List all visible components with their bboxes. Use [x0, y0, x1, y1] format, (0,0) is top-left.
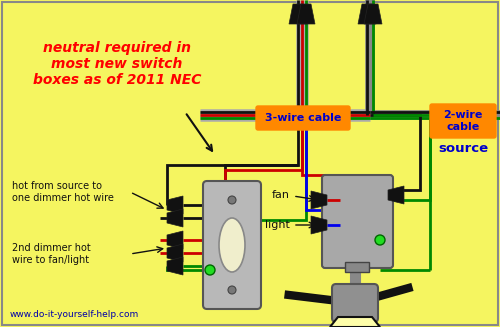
- Text: 2nd dimmer hot
wire to fan/light: 2nd dimmer hot wire to fan/light: [12, 243, 91, 265]
- FancyBboxPatch shape: [322, 175, 393, 268]
- Polygon shape: [297, 4, 315, 24]
- Polygon shape: [167, 244, 183, 262]
- Text: hot from source to
one dimmer hot wire: hot from source to one dimmer hot wire: [12, 181, 114, 203]
- Circle shape: [375, 235, 385, 245]
- Polygon shape: [167, 209, 183, 227]
- Polygon shape: [388, 186, 404, 204]
- Text: fan: fan: [272, 190, 290, 200]
- Polygon shape: [289, 4, 307, 24]
- Text: 2-wire
cable: 2-wire cable: [444, 110, 482, 132]
- FancyBboxPatch shape: [203, 181, 261, 309]
- Polygon shape: [167, 231, 183, 249]
- Polygon shape: [167, 196, 183, 214]
- Polygon shape: [167, 257, 183, 275]
- Text: light: light: [265, 220, 290, 230]
- FancyBboxPatch shape: [332, 284, 378, 322]
- Polygon shape: [358, 4, 376, 24]
- FancyBboxPatch shape: [256, 106, 350, 130]
- Text: 3-wire cable: 3-wire cable: [265, 113, 341, 123]
- Circle shape: [205, 265, 215, 275]
- Text: neutral required in
most new switch
boxes as of 2011 NEC: neutral required in most new switch boxe…: [33, 41, 201, 87]
- Polygon shape: [364, 4, 382, 24]
- Circle shape: [228, 286, 236, 294]
- Polygon shape: [311, 216, 327, 234]
- Ellipse shape: [219, 218, 245, 272]
- Text: source: source: [438, 142, 488, 154]
- Text: www.do-it-yourself-help.com: www.do-it-yourself-help.com: [10, 310, 139, 319]
- Polygon shape: [330, 317, 380, 327]
- Bar: [345, 262, 369, 272]
- FancyBboxPatch shape: [430, 104, 496, 138]
- Polygon shape: [311, 191, 327, 209]
- Circle shape: [228, 196, 236, 204]
